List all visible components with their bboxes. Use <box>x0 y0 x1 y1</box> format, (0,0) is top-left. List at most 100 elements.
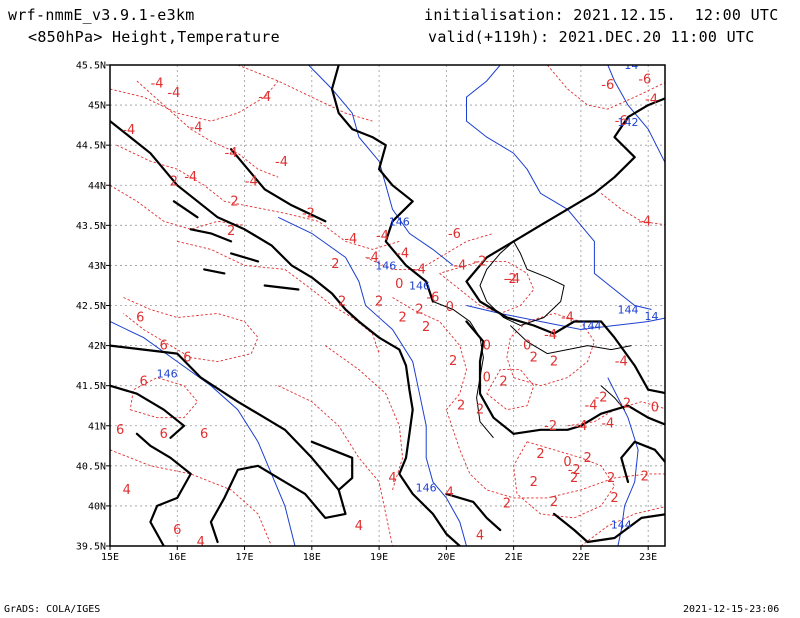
temperature-label: -4 <box>396 246 409 261</box>
height-label: 146 <box>157 368 178 381</box>
temperature-label: 0 <box>651 400 659 415</box>
temperature-label: 0 <box>483 371 491 386</box>
temperature-label: 2 <box>415 303 423 318</box>
temperature-label: -6 <box>601 78 614 93</box>
temperature-label: 4 <box>355 519 363 534</box>
coastlines <box>110 65 665 546</box>
temperature-label: 6 <box>183 351 191 366</box>
temperature-isotherm <box>439 260 535 314</box>
country-border <box>432 301 494 439</box>
temperature-label: 2 <box>530 351 538 366</box>
height-label: 14 <box>645 310 659 323</box>
lon-tick-label: 20E <box>437 552 455 563</box>
temperature-label: -4 <box>258 90 271 105</box>
temperature-isotherm <box>546 65 665 110</box>
lat-tick-label: 42N <box>88 341 106 352</box>
temperature-label: 0 <box>483 339 491 354</box>
temperature-label: -4 <box>366 250 379 265</box>
temperature-label: -4 <box>585 399 598 414</box>
lat-tick-label: 43.5N <box>76 221 106 232</box>
height-labels: 142 146 146 146 144 144 146 146 144 14 14 <box>157 59 659 531</box>
temperature-label: 2 <box>607 471 615 486</box>
lon-tick-label: 15E <box>101 552 119 563</box>
temperature-label: -4 <box>601 416 614 431</box>
height-label: 14 <box>624 59 638 72</box>
temperature-isotherm <box>486 369 535 411</box>
temperature-label: 2 <box>641 469 649 484</box>
temperature-label: -4 <box>344 232 357 247</box>
temperature-label: 2 <box>499 375 507 390</box>
temperature-label: 2 <box>422 320 430 335</box>
lat-tick-label: 40.5N <box>76 461 106 472</box>
temperature-label: 4 <box>197 535 205 550</box>
temperature-isotherm <box>392 297 665 499</box>
lat-tick-label: 40N <box>88 501 106 512</box>
field-name: <850hPa> Height,Temperature <box>28 28 280 46</box>
temperature-label: 2 <box>503 497 511 512</box>
temperature-label: -6 <box>615 114 628 129</box>
height-label: 144 <box>618 304 639 317</box>
lat-tick-label: 45N <box>88 101 106 112</box>
temperature-label: 2 <box>570 471 578 486</box>
footer-timestamp: 2021-12-15-23:06 <box>683 604 780 615</box>
coastline <box>330 65 434 303</box>
temperature-label: 4 <box>446 485 454 500</box>
temperature-label: -4 <box>275 155 288 170</box>
temperature-label: -4 <box>507 272 520 287</box>
temperature-label: 2 <box>457 399 465 414</box>
country-border <box>479 241 565 327</box>
lon-tick-label: 17E <box>236 552 254 563</box>
height-contour <box>466 65 652 310</box>
model-name: wrf-nmmE_v3.9.1-e3km <box>8 6 195 24</box>
footer-grads-credit: GrADS: COLA/IGES <box>4 604 101 615</box>
temperature-label: -4 <box>574 419 587 434</box>
temperature-isotherm <box>278 385 393 546</box>
lat-tick-label: 44.5N <box>76 141 106 152</box>
temperature-label: 6 <box>116 423 124 438</box>
temperature-isotherm <box>116 144 400 250</box>
temperature-label: -4 <box>561 311 574 326</box>
temperature-label: 2 <box>530 475 538 490</box>
temperature-label: -4 <box>151 76 164 91</box>
coastline <box>445 492 502 532</box>
temperature-label: -2 <box>544 419 557 434</box>
temperature-isotherm <box>513 441 616 519</box>
height-label: 144 <box>581 320 602 333</box>
coastline <box>189 228 233 243</box>
temperature-label: -4 <box>544 328 557 343</box>
temperature-isotherm <box>110 449 272 546</box>
temperature-isotherm <box>129 377 199 419</box>
height-label: 146 <box>409 279 430 292</box>
temperature-label: 2 <box>536 447 544 462</box>
lat-tick-label: 45.5N <box>76 61 106 72</box>
country-borders <box>432 241 632 439</box>
temperature-label: 6 <box>139 375 147 390</box>
temperature-label: -2 <box>474 254 487 269</box>
temperature-label: 0 <box>523 339 531 354</box>
init-time: initialisation: 2021.12.15. 12:00 UTC <box>424 6 779 24</box>
axis-ticks: 15E 16E 17E 18E 19E 20E 21E 22E 23E 45.5N 45N 44.5N… <box>76 61 657 564</box>
temperature-label: -4 <box>638 214 651 229</box>
temperature-label: -2 <box>504 272 517 287</box>
lon-tick-label: 18E <box>303 552 321 563</box>
coastline <box>110 344 347 544</box>
temperature-labels: -4-4 -4-4 -4-4-4-4 -422-22-4 -4-422-4 -402-6-… <box>116 72 659 550</box>
coastline <box>230 148 327 223</box>
temperature-label: 6 <box>173 523 181 538</box>
temperature-label: 4 <box>123 483 131 498</box>
temperature-isotherm <box>237 65 373 122</box>
temperature-label: 0 <box>395 277 403 292</box>
temperature-label: -6 <box>638 72 651 87</box>
temperature-label: -4 <box>225 146 238 161</box>
temperature-label: 6 <box>200 427 208 442</box>
height-contour <box>110 321 296 546</box>
temperature-label: -4 <box>376 229 389 244</box>
temperature-isotherm <box>365 232 494 270</box>
coastline <box>465 240 665 395</box>
height-contour <box>607 65 665 164</box>
temperature-label: 2 <box>610 491 618 506</box>
height-label: 142 <box>618 116 639 129</box>
temperature-label: 2 <box>398 311 406 326</box>
temperature-label: -4 <box>245 174 258 189</box>
temperature-label: 2 <box>375 295 383 310</box>
